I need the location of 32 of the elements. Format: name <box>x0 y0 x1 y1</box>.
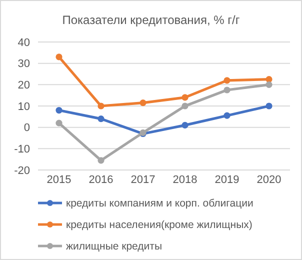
y-tick-label: 0 <box>24 122 30 134</box>
point <box>182 102 188 110</box>
point <box>98 116 104 122</box>
y-tick-label: 20 <box>18 80 30 92</box>
point <box>56 120 62 126</box>
x-tick-label: 2015 <box>46 174 72 186</box>
point <box>224 77 230 84</box>
point <box>266 102 272 110</box>
x-tick-label: 2016 <box>88 174 114 186</box>
legend-label: жилищные кредиты <box>66 240 162 253</box>
x-tick-label: 2019 <box>214 174 240 186</box>
y-tick-label: 40 <box>18 36 30 49</box>
x-tick-label: 2020 <box>256 174 282 186</box>
x-tick-label: 2017 <box>130 174 156 186</box>
y-tick-label: -10 <box>14 144 30 156</box>
point <box>182 122 188 128</box>
point <box>224 112 230 119</box>
point <box>56 54 62 60</box>
point <box>182 94 188 101</box>
point <box>98 102 104 110</box>
point <box>56 106 62 114</box>
y-tick-label: 10 <box>18 100 30 113</box>
y-tick-label: 30 <box>18 58 30 70</box>
point <box>266 81 272 88</box>
legend-label: кредиты населения(кроме жилищных) <box>66 219 252 232</box>
chart-title: Показатели кредитования, % г/г <box>62 13 240 27</box>
y-tick-label: -20 <box>14 164 30 177</box>
legend-label: кредиты компаниям и корп. облигации <box>66 198 254 210</box>
point <box>224 86 230 94</box>
point <box>140 100 146 106</box>
x-tick-label: 2018 <box>172 174 198 186</box>
point <box>98 157 104 164</box>
